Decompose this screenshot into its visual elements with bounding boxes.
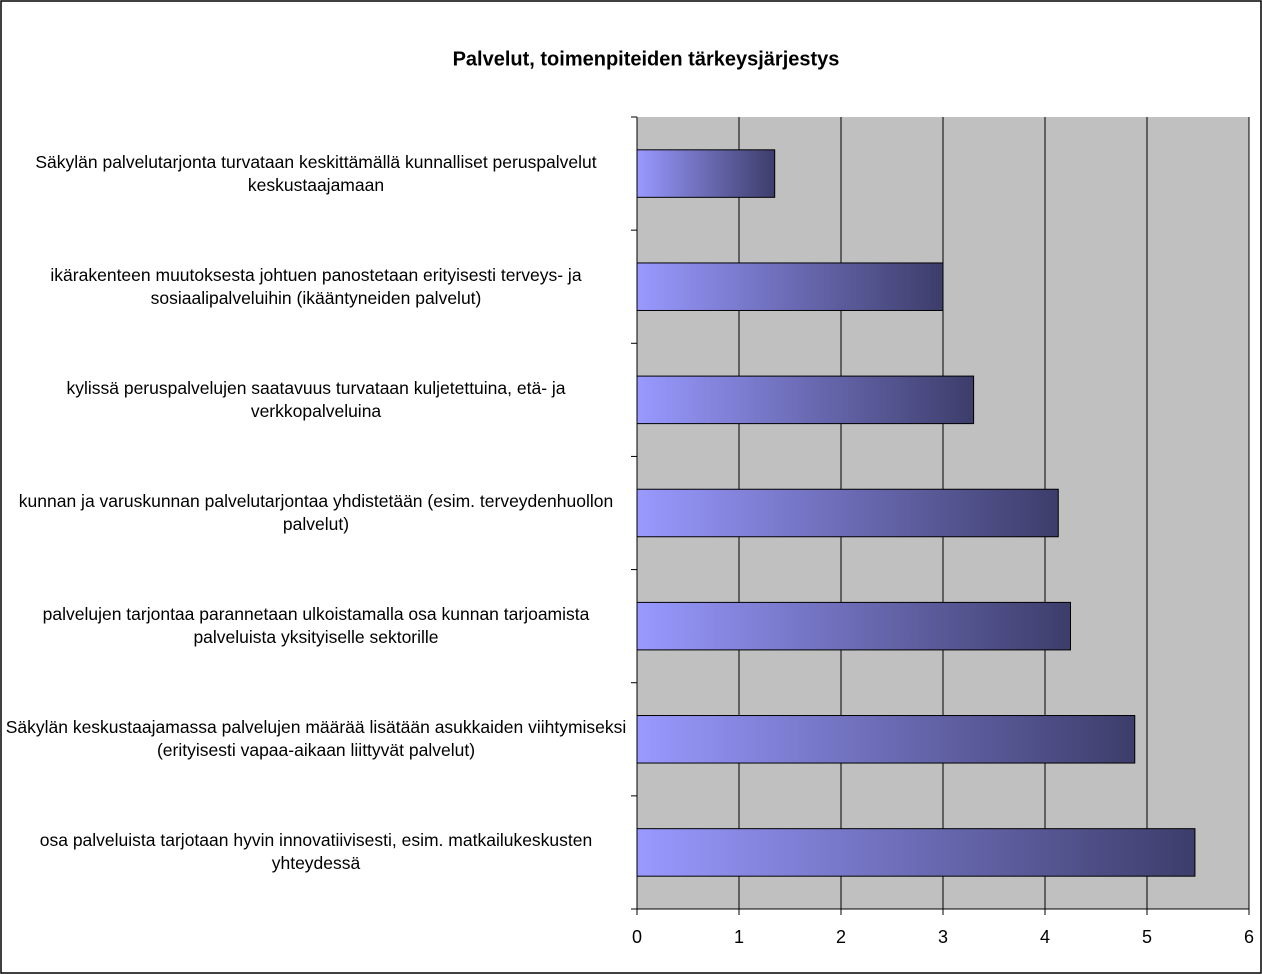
y-tick-label: osa palveluista tarjotaan hyvin innovati…	[39, 830, 593, 874]
bar	[636, 828, 1196, 877]
bar	[636, 262, 944, 311]
y-tick-label: Säkylän keskustaajamassa palvelujen määr…	[5, 717, 627, 761]
y-tick-label: kunnan ja varuskunnan palvelutarjontaa y…	[18, 491, 614, 534]
x-tick-label: 4	[1040, 927, 1050, 947]
bar	[636, 375, 975, 425]
x-tick-label: 2	[836, 927, 846, 947]
x-tick-label: 1	[734, 927, 744, 947]
y-tick-label: kylissä peruspalvelujen saatavuus turvat…	[66, 377, 566, 421]
bar	[636, 488, 1059, 538]
x-tick-label: 3	[938, 927, 948, 947]
y-tick-label: palvelujen tarjontaa parannetaan ulkoist…	[42, 604, 590, 648]
chart-title: Palvelut, toimenpiteiden tärkeysjärjesty…	[453, 48, 840, 70]
bar	[636, 601, 1071, 651]
y-tick-label: ikärakenteen muutoksesta johtuen panoste…	[50, 264, 582, 308]
x-tick-label: 0	[632, 927, 642, 947]
bar	[636, 715, 1136, 764]
y-tick-label: Säkylän palvelutarjonta turvataan keskit…	[35, 151, 597, 195]
bar	[636, 149, 776, 198]
x-tick-label: 6	[1244, 927, 1254, 947]
x-tick-label: 5	[1142, 927, 1152, 947]
